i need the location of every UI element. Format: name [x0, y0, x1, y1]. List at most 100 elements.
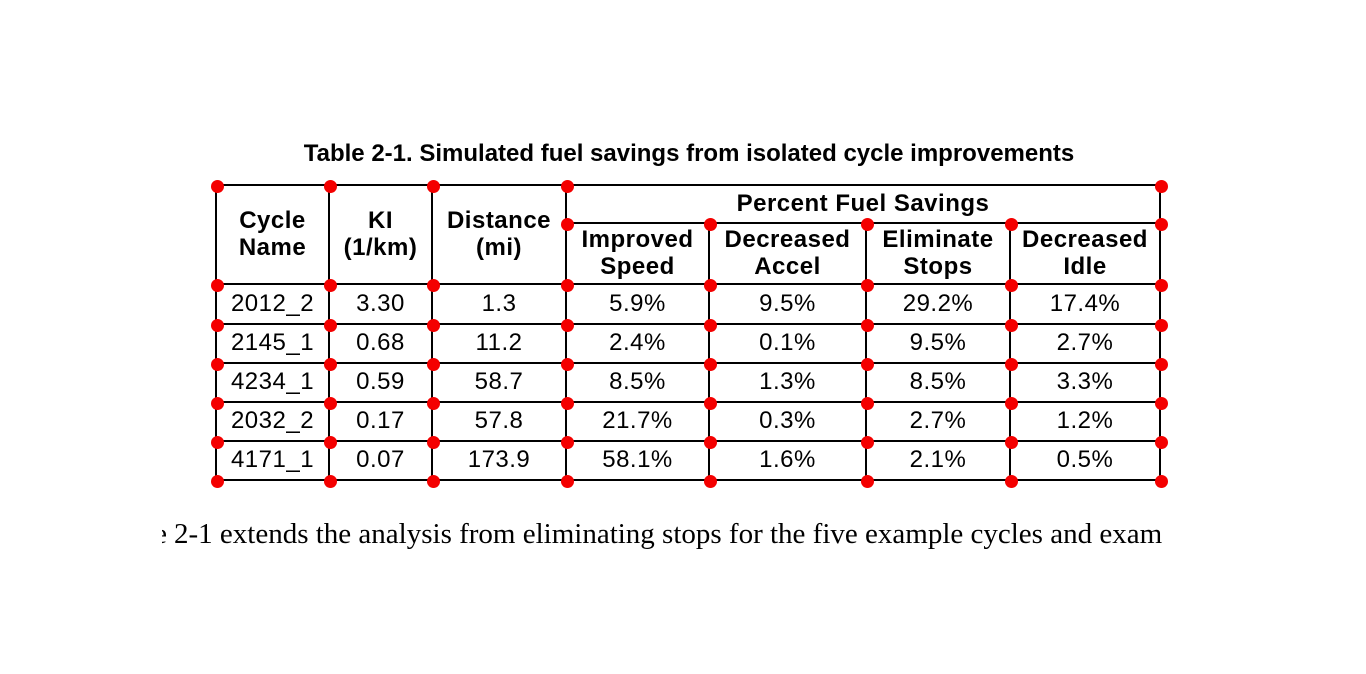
table-row: 2012_2 3.30 1.3 5.9% 9.5% 29.2% 17.4% — [215, 283, 1161, 325]
body-text: 2-1 extends the analysis from eliminatin… — [174, 518, 1163, 550]
table-cell: 3.3% — [1009, 362, 1161, 403]
table-row: 4234_1 0.59 58.7 8.5% 1.3% 8.5% 3.3% — [215, 362, 1161, 403]
table-cell: 21.7% — [565, 401, 710, 442]
corner-dot — [426, 435, 440, 449]
corner-dot — [323, 179, 337, 193]
corner-dot — [560, 435, 574, 449]
table-cell: 0.59 — [328, 362, 433, 403]
table-row: 4171_1 0.07 173.9 58.1% 1.6% 2.1% 0.5% — [215, 440, 1161, 481]
table-subheader-row: Improved Speed Decreased Accel Eliminate… — [216, 222, 1161, 285]
corner-dot — [323, 435, 337, 449]
corner-dot — [1154, 318, 1168, 332]
corner-dot — [1154, 357, 1168, 371]
col-group-header-percent-fuel-savings: Percent Fuel Savings — [565, 184, 1161, 224]
corner-dot — [1004, 217, 1018, 231]
col-header-decreased-idle: Decreased Idle — [1009, 222, 1161, 285]
table-cell: 2.1% — [865, 440, 1011, 481]
table-cell: 57.8 — [431, 401, 567, 442]
table-cell: 58.1% — [565, 440, 710, 481]
table-title: Table 2-1. Simulated fuel savings from i… — [303, 140, 1075, 167]
corner-dot — [210, 278, 224, 292]
corner-dot — [323, 396, 337, 410]
col-header-eliminate-stops: Eliminate Stops — [865, 222, 1011, 285]
corner-dot — [703, 357, 717, 371]
corner-dot — [1004, 357, 1018, 371]
corner-dot — [860, 318, 874, 332]
table-cell: 3.30 — [328, 283, 433, 325]
corner-dot — [323, 474, 337, 488]
corner-dot — [560, 357, 574, 371]
corner-dot — [703, 435, 717, 449]
corner-dot — [860, 435, 874, 449]
corner-dot — [703, 396, 717, 410]
table-cell: 8.5% — [565, 362, 710, 403]
corner-dot — [323, 318, 337, 332]
corner-dot — [323, 278, 337, 292]
corner-dot — [426, 318, 440, 332]
corner-dot — [210, 318, 224, 332]
col-header-distance: Distance (mi) — [431, 184, 567, 285]
table-cell: 2032_2 — [215, 401, 330, 442]
corner-dot — [560, 396, 574, 410]
table-cell: 2012_2 — [215, 283, 330, 325]
corner-dot — [1004, 318, 1018, 332]
table-cell: 2145_1 — [215, 323, 330, 364]
col-header-cycle-name: Cycle Name — [215, 184, 330, 285]
col-header-decreased-accel: Decreased Accel — [708, 222, 867, 285]
corner-dot — [703, 217, 717, 231]
corner-dot — [860, 278, 874, 292]
corner-dot — [703, 278, 717, 292]
corner-dot — [210, 357, 224, 371]
table-cell: 11.2 — [431, 323, 567, 364]
table-cell: 2.4% — [565, 323, 710, 364]
corner-dot — [1154, 278, 1168, 292]
table-cell: 58.7 — [431, 362, 567, 403]
table-cell: 2.7% — [1009, 323, 1161, 364]
corner-dot — [210, 435, 224, 449]
corner-dot — [426, 474, 440, 488]
table-cell: 17.4% — [1009, 283, 1161, 325]
fuel-savings-table: Cycle Name KI (1/km) Distance (mi) Perce… — [215, 184, 1161, 481]
table-cell: 0.1% — [708, 323, 867, 364]
corner-dot — [1154, 435, 1168, 449]
table-cell: 1.3 — [431, 283, 567, 325]
table-cell: 1.3% — [708, 362, 867, 403]
corner-dot — [1004, 396, 1018, 410]
corner-dot — [860, 396, 874, 410]
corner-dot — [1004, 474, 1018, 488]
table-cell: 1.6% — [708, 440, 867, 481]
corner-dot — [426, 278, 440, 292]
corner-dot — [1154, 396, 1168, 410]
corner-dot — [560, 318, 574, 332]
corner-dot — [210, 396, 224, 410]
corner-dot — [860, 474, 874, 488]
corner-dot — [426, 357, 440, 371]
corner-dot — [560, 217, 574, 231]
corner-dot — [703, 474, 717, 488]
table-cell: 173.9 — [431, 440, 567, 481]
table-cell: 5.9% — [565, 283, 710, 325]
table-cell: 0.07 — [328, 440, 433, 481]
table-cell: 8.5% — [865, 362, 1011, 403]
table-cell: 9.5% — [865, 323, 1011, 364]
table-cell: 2.7% — [865, 401, 1011, 442]
table-cell: 9.5% — [708, 283, 867, 325]
corner-dot — [323, 357, 337, 371]
corner-dot — [1004, 278, 1018, 292]
table-cell: 0.17 — [328, 401, 433, 442]
corner-dot — [560, 179, 574, 193]
corner-dot — [703, 318, 717, 332]
table-cell: 1.2% — [1009, 401, 1161, 442]
table-cell: 0.3% — [708, 401, 867, 442]
corner-dot — [560, 474, 574, 488]
table-cell: 0.68 — [328, 323, 433, 364]
clipped-char-fragment: e — [162, 518, 167, 560]
corner-dot — [426, 396, 440, 410]
corner-dot — [210, 179, 224, 193]
corner-dot — [210, 474, 224, 488]
corner-dot — [560, 278, 574, 292]
corner-dot — [426, 179, 440, 193]
table-cell: 4171_1 — [215, 440, 330, 481]
table-row: 2145_1 0.68 11.2 2.4% 0.1% 9.5% 2.7% — [215, 323, 1161, 364]
